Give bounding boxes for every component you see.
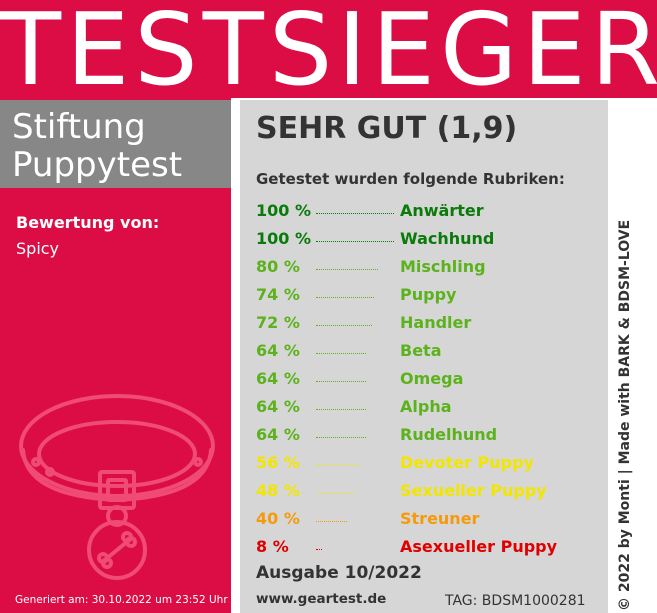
category-leader-dots [316,409,366,410]
category-leader-dots [316,353,366,354]
category-leader-dots [316,269,378,270]
category-row: 64 % Rudelhund [256,425,606,451]
category-percent: 8 % [256,537,289,556]
category-row: 64 % Beta [256,341,606,367]
grade-title: SEHR GUT (1,9) [256,111,518,146]
dog-collar-icon [19,394,215,580]
category-percent: 100 % [256,201,311,220]
organization-name: Stiftung Puppytest [12,108,182,184]
copyright-credit: © 2022 by Monti | Made with BARK & BDSM-… [617,219,633,611]
category-percent: 64 % [256,369,300,388]
category-row: 100 % Anwärter [256,201,606,227]
categories-intro: Getestet wurden folgende Rubriken: [256,170,565,188]
category-percent: 64 % [256,397,300,416]
category-leader-dots [316,297,374,298]
category-leader-dots [316,241,394,242]
category-row: 100 % Wachhund [256,229,606,255]
category-name: Alpha [400,397,452,416]
website-link[interactable]: www.geartest.de [256,591,387,607]
rating-label: Bewertung von: [16,213,160,232]
header-banner: TESTSIEGER [0,0,657,106]
rating-author: Spicy [16,239,60,258]
category-percent: 80 % [256,257,300,276]
category-percent: 72 % [256,313,300,332]
results-panel [240,100,608,613]
banner-title: TESTSIEGER [0,0,657,108]
category-leader-dots [316,213,394,214]
organization-box: Stiftung Puppytest [0,100,231,188]
category-percent: 40 % [256,509,300,528]
category-name: Streuner [400,509,480,528]
category-name: Mischling [400,257,486,276]
category-leader-dots [316,381,366,382]
category-name: Puppy [400,285,457,304]
category-name: Beta [400,341,442,360]
category-row: 40 % Streuner [256,509,606,535]
category-name: Rudelhund [400,425,498,444]
category-row: 64 % Omega [256,369,606,395]
category-leader-dots [316,493,353,494]
category-leader-dots [316,325,372,326]
category-name: Anwärter [400,201,484,220]
category-percent: 100 % [256,229,311,248]
category-row: 72 % Handler [256,313,606,339]
category-leader-dots [316,437,366,438]
category-leader-dots [316,521,347,522]
category-name: Devoter Puppy [400,453,534,472]
category-row: 80 % Mischling [256,257,606,283]
category-row: 8 % Asexueller Puppy [256,537,606,563]
issue-label: Ausgabe 10/2022 [256,563,422,583]
category-name: Sexueller Puppy [400,481,547,500]
category-row: 48 % Sexueller Puppy [256,481,606,507]
category-percent: 48 % [256,481,300,500]
category-row: 64 % Alpha [256,397,606,423]
category-row: 56 % Devoter Puppy [256,453,606,479]
organization-line-1: Stiftung [12,107,146,147]
category-name: Asexueller Puppy [400,537,558,556]
generated-timestamp: Generiert am: 30.10.2022 um 23:52 Uhr [15,594,228,606]
category-row: 74 % Puppy [256,285,606,311]
category-percent: 56 % [256,453,300,472]
category-leader-dots [316,465,360,466]
category-name: Omega [400,369,464,388]
category-name: Wachhund [400,229,495,248]
tag-id: TAG: BDSM1000281 [445,593,586,609]
category-percent: 64 % [256,341,300,360]
category-percent: 64 % [256,425,300,444]
organization-line-2: Puppytest [12,145,183,185]
category-leader-dots [316,549,322,550]
category-percent: 74 % [256,285,300,304]
category-name: Handler [400,313,472,332]
